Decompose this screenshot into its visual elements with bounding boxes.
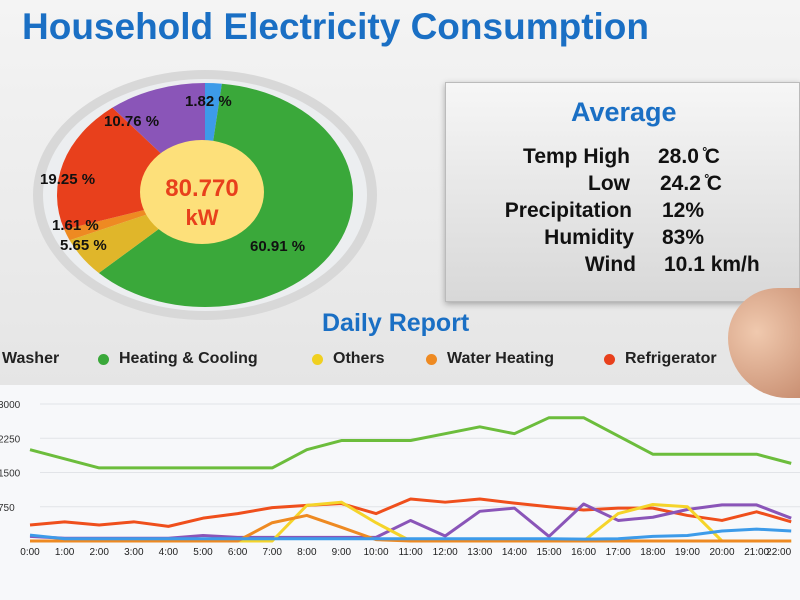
pie-center	[140, 140, 264, 244]
slice-label: 1.82 %	[185, 93, 232, 110]
line-chart: 3000 2250 1500 750 0:00 1:00 2:00 3:00 4:00 5:00 6…	[0, 385, 800, 600]
dot-icon	[312, 353, 323, 365]
average-panel: Average Temp High 28.0 ̊C Low 24.2 ̊C Pr…	[445, 82, 800, 302]
x-tick-label: 19:00	[675, 547, 700, 558]
x-tick-label: 2:00	[89, 547, 109, 558]
x-tick-label: 3:00	[124, 547, 144, 558]
legend-heating-cooling: Heating & Cooling	[98, 350, 258, 368]
slice-label: 1.61 %	[52, 217, 99, 234]
x-tick-label: 10:00	[363, 547, 388, 558]
x-tick-label: 13:00	[467, 547, 492, 558]
daily-report-title: Daily Report	[322, 309, 470, 337]
x-tick-label: 20:00	[709, 547, 734, 558]
y-tick-label: 1500	[0, 469, 21, 480]
y-tick-label: 3000	[0, 400, 21, 411]
x-tick-label: 1:00	[55, 547, 75, 558]
slice-label: 5.65 %	[60, 237, 107, 254]
x-tick-label: 5:00	[193, 547, 213, 558]
x-tick-label: 16:00	[571, 547, 596, 558]
legend-others: Others	[312, 350, 385, 368]
slice-label: 10.76 %	[104, 113, 159, 130]
x-tick-label: 0:00	[20, 547, 40, 558]
x-tick-label: 18:00	[640, 547, 665, 558]
dot-icon	[604, 353, 615, 365]
average-title: Average	[571, 97, 677, 127]
pie-chart: 80.770 kW 1.82 % 60.91 % 5.65 % 1.61 % 1…	[33, 70, 377, 320]
slice-label: 19.25 %	[40, 171, 95, 188]
page-title: Household Electricity Consumption	[22, 6, 649, 47]
series-line-heating-cooling	[29, 416, 792, 470]
x-tick-label: 8:00	[297, 547, 317, 558]
x-tick-label: 7:00	[262, 547, 282, 558]
legend-water-heating: Water Heating	[426, 350, 554, 368]
x-tick-label: 4:00	[159, 547, 179, 558]
x-tick-label: 6:00	[228, 547, 248, 558]
chart-background	[0, 385, 800, 600]
x-tick-label: 14:00	[502, 547, 527, 558]
series-line-blue	[29, 527, 792, 541]
legend-refrigerator: Refrigerator	[604, 350, 717, 368]
finger	[728, 288, 800, 398]
x-tick-label: 21:00	[744, 547, 769, 558]
legend-washer: Washer	[2, 350, 60, 367]
x-tick-label: 22:00	[766, 547, 791, 558]
total-value: 80.770	[165, 175, 238, 202]
y-tick-label: 750	[0, 503, 15, 514]
dot-icon	[98, 353, 109, 365]
y-tick-label: 2250	[0, 434, 21, 445]
label: Temp High	[523, 145, 630, 168]
x-tick-label: 9:00	[332, 547, 352, 558]
x-tick-label: 11:00	[398, 547, 423, 558]
slice-label: 60.91 %	[250, 238, 305, 255]
x-tick-label: 17:00	[606, 547, 631, 558]
x-tick-label: 12:00	[433, 547, 458, 558]
series-line-refrigerator	[29, 497, 792, 528]
dot-icon	[426, 353, 437, 365]
total-unit: kW	[186, 205, 219, 230]
x-tick-label: 15:00	[536, 547, 561, 558]
series-line-water-heating	[30, 513, 792, 543]
